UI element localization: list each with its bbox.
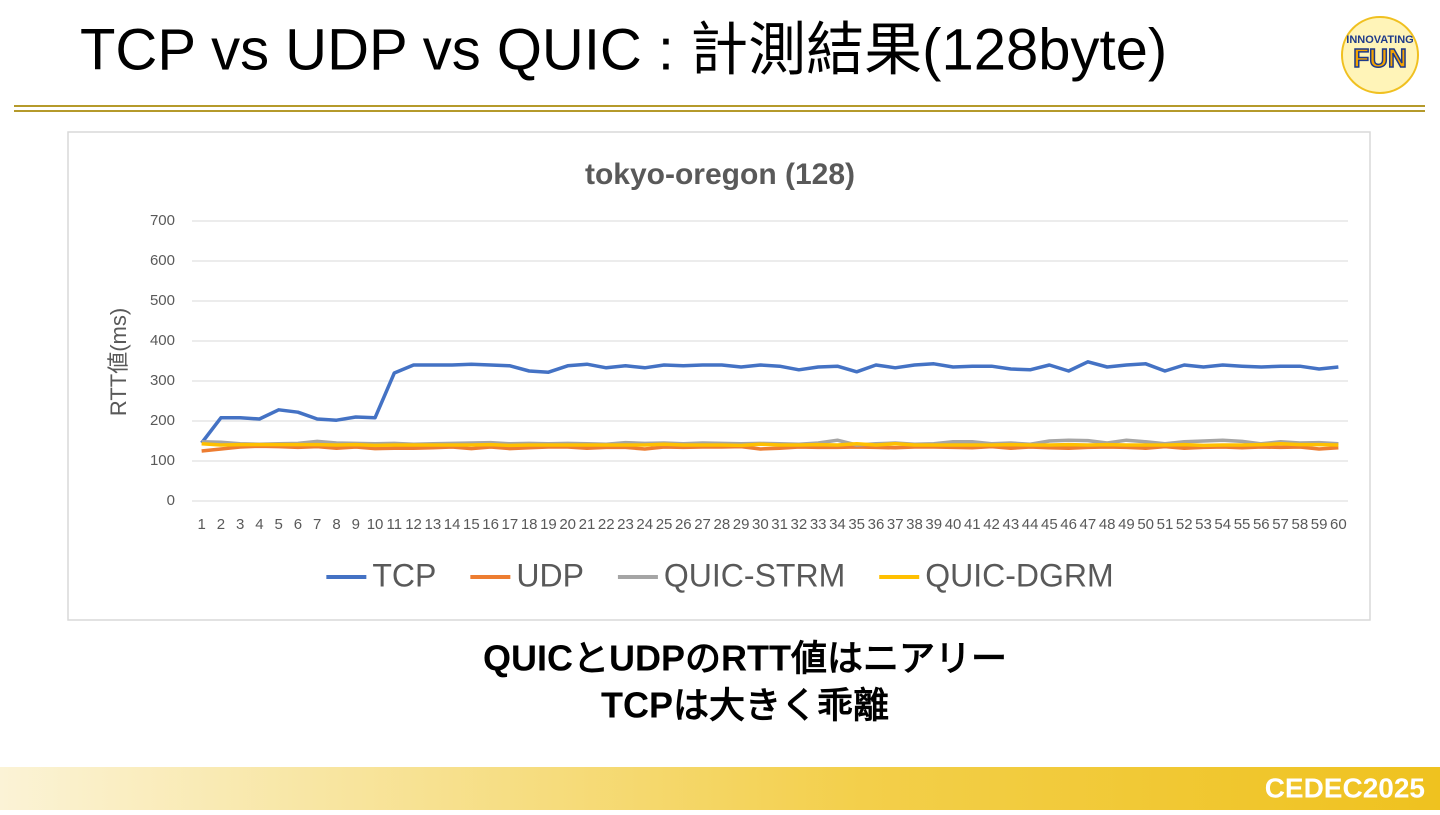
- footer-bar: [0, 767, 1440, 810]
- x-tick-label: 57: [1272, 516, 1289, 533]
- x-tick-label: 3: [236, 516, 244, 533]
- x-tick-label: 25: [656, 516, 673, 533]
- logo: INNOVATING FUN: [1341, 16, 1419, 94]
- data-line: [201, 442, 1339, 448]
- y-axis-label: RTT値(ms): [106, 308, 131, 416]
- x-tick-label: 24: [636, 516, 653, 533]
- x-tick-label: 35: [848, 516, 865, 533]
- x-tick-label: 10: [367, 516, 384, 533]
- y-tick-label: 300: [150, 372, 175, 389]
- data-line: [200, 360, 1339, 445]
- x-tick-label: 46: [1060, 516, 1077, 533]
- x-tick-label: 40: [945, 516, 962, 533]
- x-tick-label: 26: [675, 516, 692, 533]
- x-tick-label: 23: [617, 516, 634, 533]
- legend-label: TCP: [372, 557, 436, 593]
- logo-text: FUN: [1353, 43, 1406, 73]
- x-tick-label: 9: [352, 516, 360, 533]
- x-tick-label: 37: [887, 516, 904, 533]
- y-tick-label: 100: [150, 452, 175, 469]
- x-tick-label: 32: [791, 516, 808, 533]
- x-tick-label: 42: [983, 516, 1000, 533]
- x-tick-label: 27: [694, 516, 711, 533]
- x-tick-label: 41: [964, 516, 981, 533]
- x-tick-label: 39: [925, 516, 942, 533]
- x-tick-label: 50: [1137, 516, 1154, 533]
- x-tick-label: 16: [482, 516, 499, 533]
- x-tick-label: 55: [1234, 516, 1251, 533]
- chart-title: tokyo-oregon (128): [585, 158, 855, 191]
- x-tick-label: 33: [810, 516, 827, 533]
- x-tick-label: 12: [405, 516, 422, 533]
- conclusion: TCPは大きく乖離: [601, 685, 889, 726]
- x-tick-label: 51: [1157, 516, 1174, 533]
- x-tick-label: 30: [752, 516, 769, 533]
- x-tick-label: 49: [1118, 516, 1135, 533]
- x-tick-label: 7: [313, 516, 321, 533]
- x-tick-label: 14: [444, 516, 461, 533]
- y-tick-label: 600: [150, 252, 175, 269]
- x-tick-label: 20: [559, 516, 576, 533]
- x-tick-label: 52: [1176, 516, 1193, 533]
- y-tick-label: 500: [150, 292, 175, 309]
- x-tick-label: 19: [540, 516, 557, 533]
- logo-badge: [1341, 16, 1419, 94]
- x-tick-label: 43: [1002, 516, 1019, 533]
- y-tick-label: 200: [150, 412, 175, 429]
- x-tick-label: 21: [579, 516, 596, 533]
- x-tick-label: 36: [868, 516, 885, 533]
- data-line: [201, 444, 1339, 453]
- x-tick-label: 59: [1311, 516, 1328, 533]
- footer-logo: CEDEC2025: [1265, 772, 1425, 803]
- x-tick-label: 56: [1253, 516, 1270, 533]
- y-tick-label: 700: [150, 212, 175, 229]
- x-tick-label: 45: [1041, 516, 1058, 533]
- x-tick-label: 60: [1330, 516, 1347, 533]
- x-tick-label: 1: [197, 516, 205, 533]
- x-tick-label: 47: [1080, 516, 1097, 533]
- x-tick-label: 53: [1195, 516, 1212, 533]
- x-tick-label: 38: [906, 516, 923, 533]
- x-tick-label: 29: [733, 516, 750, 533]
- x-tick-label: 17: [502, 516, 519, 533]
- legend-label: UDP: [516, 557, 584, 593]
- x-tick-label: 13: [424, 516, 441, 533]
- legend: TCP UDP QUIC-STRM QUIC-DGRM: [326, 557, 1114, 593]
- x-tick-label: 8: [332, 516, 340, 533]
- legend-label: QUIC-DGRM: [925, 557, 1113, 593]
- x-tick-label: 4: [255, 516, 263, 533]
- x-tick-label: 44: [1022, 516, 1039, 533]
- chart-frame: [67, 131, 1371, 621]
- slide-title: TCP vs UDP vs QUIC : 計測結果(128byte): [80, 17, 1167, 82]
- x-tick-label: 11: [387, 516, 403, 533]
- x-tick-label: 15: [463, 516, 480, 533]
- x-tick-label: 58: [1291, 516, 1308, 533]
- x-tick-label: 5: [275, 516, 283, 533]
- y-tick-label: 0: [167, 492, 175, 509]
- x-tick-label: 6: [294, 516, 302, 533]
- x-tick-label: 2: [217, 516, 225, 533]
- x-tick-label: 31: [771, 516, 788, 533]
- x-tick-label: 34: [829, 516, 846, 533]
- x-tick-label: 54: [1214, 516, 1231, 533]
- y-tick-label: 400: [150, 332, 175, 349]
- legend-label: QUIC-STRM: [664, 557, 845, 593]
- x-tick-label: 28: [713, 516, 730, 533]
- conclusion: QUICとUDPのRTT値はニアリー: [483, 638, 1007, 679]
- x-tick-label: 48: [1099, 516, 1116, 533]
- x-tick-label: 18: [521, 516, 538, 533]
- logo-text: INNOVATING: [1346, 34, 1413, 46]
- x-tick-label: 22: [598, 516, 615, 533]
